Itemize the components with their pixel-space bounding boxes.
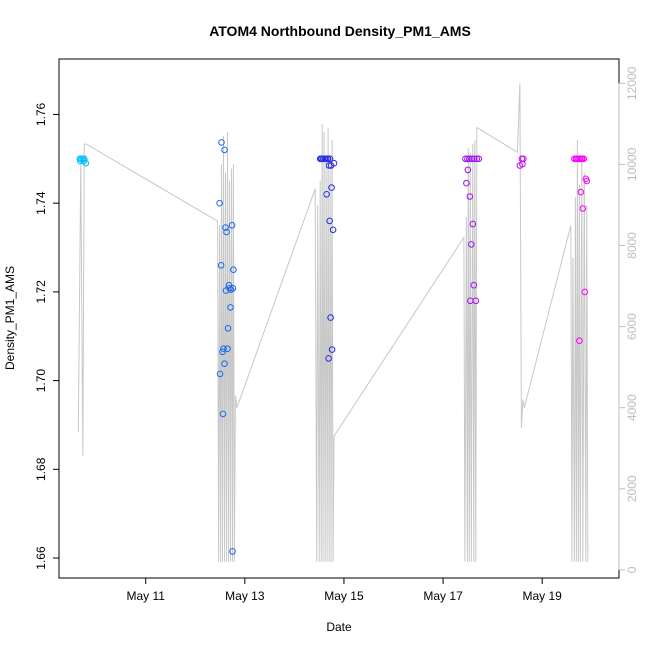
secondary-line: [77, 83, 589, 562]
data-point: [579, 205, 587, 212]
data-point: [473, 155, 481, 163]
x-tick-label: May 11: [126, 589, 165, 603]
data-point: [470, 281, 478, 289]
y-axis-right: 0 2000 4000 6000 8000 10000 12000: [618, 66, 639, 573]
secondary-line-series: [77, 83, 589, 562]
data-point: [218, 139, 225, 146]
data-point: [464, 166, 472, 174]
x-tick-label: May 19: [523, 589, 563, 603]
data-point: [583, 177, 591, 185]
data-point: [327, 314, 334, 321]
data-point: [223, 228, 230, 236]
data-point: [469, 220, 477, 228]
plot-frame: [58, 58, 620, 579]
data-point: [230, 266, 237, 274]
data-point: [220, 345, 227, 353]
data-point: [466, 193, 474, 200]
data-point: [221, 360, 228, 368]
data-point: [323, 191, 330, 198]
data-point: [464, 155, 471, 163]
data-point: [219, 348, 226, 356]
data-point: [219, 410, 227, 418]
data-point: [468, 155, 476, 163]
data-point: [475, 155, 483, 163]
y-tick-label: 1.66: [34, 546, 48, 570]
y-tick-label: 1.68: [34, 457, 48, 481]
data-point: [224, 345, 231, 353]
data-point: [221, 146, 228, 154]
data-point: [325, 355, 332, 362]
y2-tick-label: 0: [625, 566, 639, 573]
data-point: [222, 224, 229, 231]
data-point: [328, 346, 336, 353]
data-point: [217, 262, 225, 269]
data-point: [572, 155, 580, 163]
data-point: [216, 370, 224, 378]
y2-tick-label: 6000: [625, 313, 639, 340]
x-axis-label: Date: [326, 620, 352, 634]
data-point: [472, 297, 480, 305]
data-point: [77, 157, 84, 165]
data-point: [576, 337, 583, 345]
data-point: [468, 241, 475, 248]
y2-tick-label: 8000: [625, 232, 639, 259]
data-point: [462, 155, 469, 163]
chart-title: ATOM4 Northbound Density_PM1_AMS: [209, 23, 471, 39]
data-point: [471, 155, 478, 163]
y-tick-label: 1.76: [34, 102, 48, 126]
y2-tick-label: 2000: [625, 475, 639, 502]
data-point: [224, 325, 232, 332]
x-axis: May 11 May 13 May 15 May 17 May 19: [126, 578, 562, 603]
data-point: [227, 304, 234, 311]
data-point: [330, 159, 338, 167]
data-point: [228, 222, 236, 229]
y2-tick-label: 12000: [625, 66, 639, 100]
data-point: [463, 179, 470, 187]
data-point: [581, 288, 589, 296]
y-axis-label: Density_PM1_AMS: [3, 266, 17, 370]
data-point: [328, 184, 335, 191]
data-point: [519, 160, 526, 168]
x-tick-label: May 17: [423, 589, 463, 603]
data-point: [317, 155, 325, 163]
y-tick-label: 1.74: [34, 191, 48, 215]
data-point: [326, 155, 334, 163]
y2-tick-label: 4000: [625, 394, 639, 421]
data-point: [80, 157, 88, 165]
y2-tick-label: 10000: [625, 147, 639, 181]
data-point: [329, 226, 337, 234]
density-points-series: [76, 139, 591, 555]
data-point: [324, 155, 331, 163]
data-point: [229, 548, 236, 555]
y-tick-label: 1.72: [34, 280, 48, 304]
x-tick-label: May 13: [225, 589, 265, 603]
data-point: [326, 217, 333, 225]
data-point: [82, 159, 90, 167]
data-point: [222, 287, 230, 294]
x-tick-label: May 15: [324, 589, 364, 603]
data-point: [466, 155, 473, 163]
y-tick-label: 1.70: [34, 369, 48, 393]
data-point: [229, 285, 237, 292]
data-point: [577, 188, 585, 196]
y-axis: 1.66 1.68 1.70 1.72 1.74 1.76: [34, 102, 59, 570]
data-point: [216, 199, 223, 207]
